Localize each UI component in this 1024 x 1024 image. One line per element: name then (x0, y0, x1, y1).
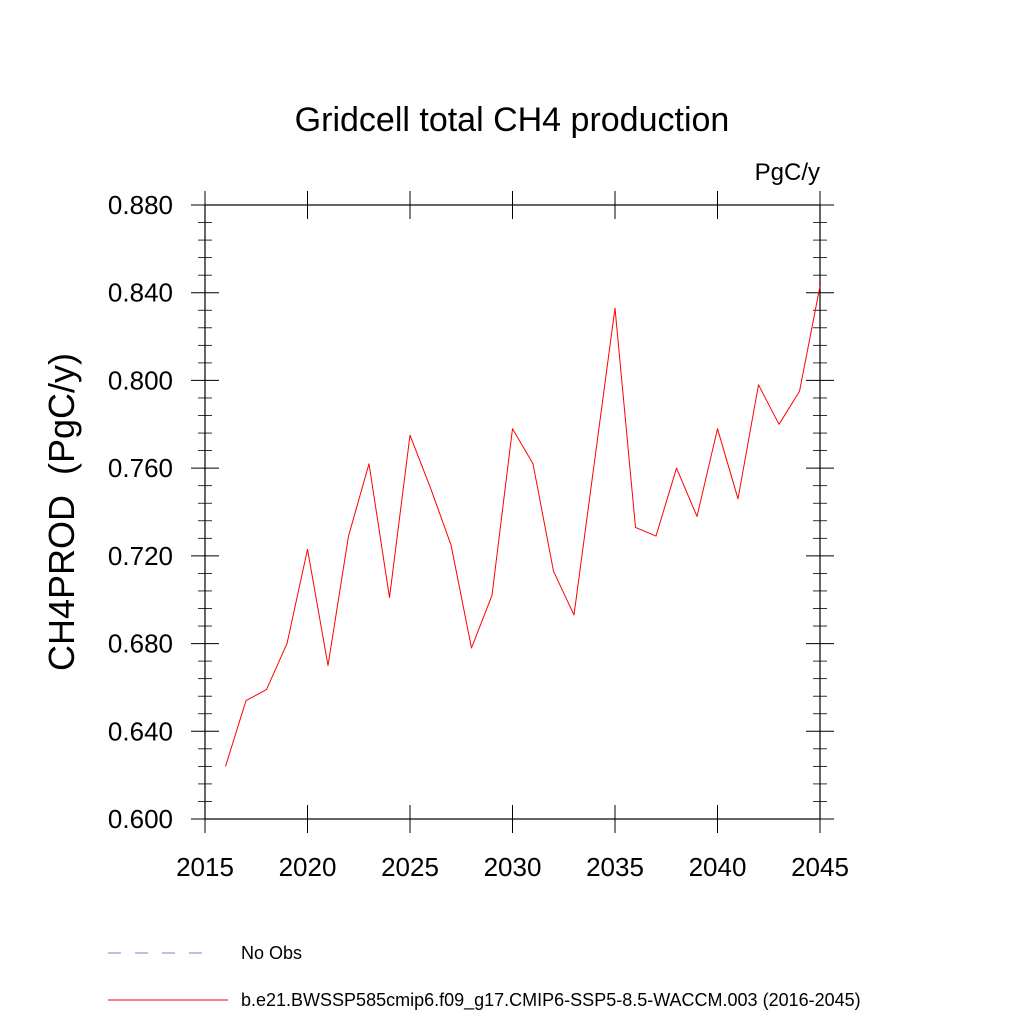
legend-label-series: b.e21.BWSSP585cmip6.f09_g17.CMIP6-SSP5-8… (241, 990, 861, 1011)
y-tick-label: 0.640 (108, 716, 173, 746)
legend-label-no-obs: No Obs (241, 943, 302, 963)
series-line (225, 286, 821, 767)
series-layer (225, 286, 821, 767)
units-label: PgC/y (755, 159, 820, 186)
x-tick-label: 2040 (689, 852, 747, 882)
y-tick-label: 0.760 (108, 453, 173, 483)
x-tick-label: 2020 (279, 852, 337, 882)
x-tick-label: 2025 (381, 852, 439, 882)
x-tick-label: 2045 (791, 852, 849, 882)
y-tick-label: 0.720 (108, 541, 173, 571)
y-tick-label: 0.800 (108, 365, 173, 395)
plot-frame (204, 204, 821, 820)
y-tick-label: 0.680 (108, 629, 173, 659)
chart-title: Gridcell total CH4 production (295, 101, 730, 139)
y-tick-label: 0.600 (108, 804, 173, 834)
axes: 0.600 0.640 0.680 0.720 0.760 0.800 0.840 0.880… (108, 190, 849, 882)
x-tick-label: 2030 (484, 852, 542, 882)
x-tick-label: 2015 (176, 852, 234, 882)
x-tick-label: 2035 (586, 852, 644, 882)
y-axis-label: CH4PROD (PgC/y) (41, 353, 82, 671)
y-tick-label: 0.880 (108, 190, 173, 220)
legend: No Obs b.e21.BWSSP585cmip6.f09_g17.CMIP6… (108, 943, 861, 1011)
y-tick-label: 0.840 (108, 278, 173, 308)
